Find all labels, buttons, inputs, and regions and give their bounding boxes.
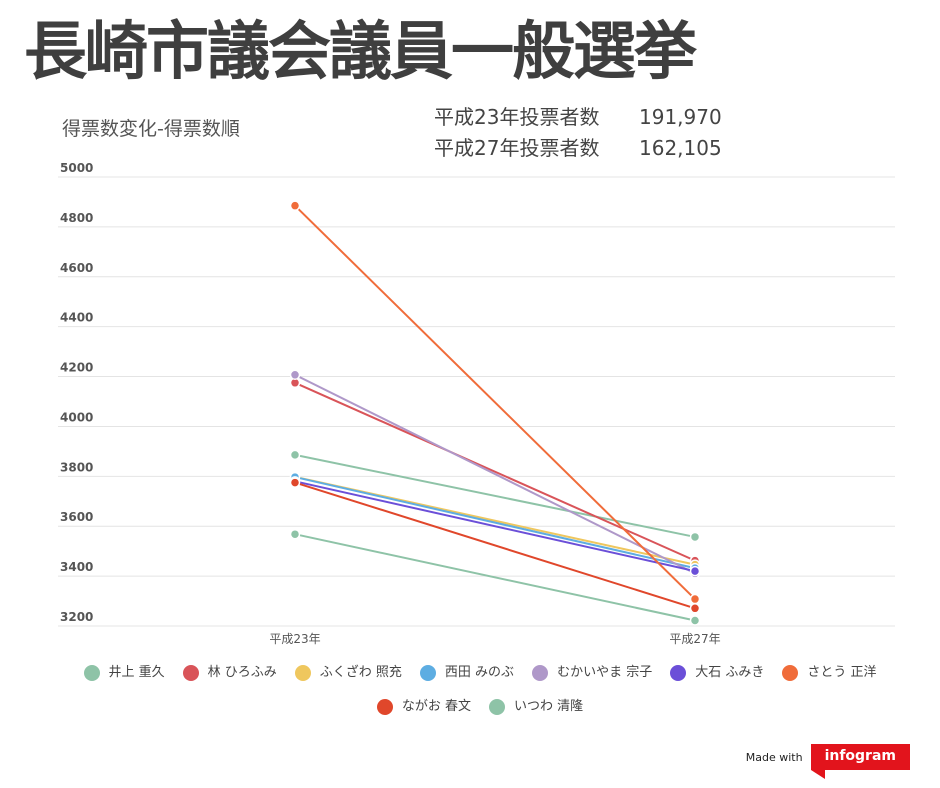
legend-item[interactable]: むかいやま 宗子 xyxy=(532,664,652,682)
legend-label: むかいやま 宗子 xyxy=(557,665,653,680)
legend-swatch xyxy=(294,665,311,681)
legend-label: ながお 春文 xyxy=(401,699,471,714)
y-tick-label: 4800 xyxy=(60,211,93,225)
series-line xyxy=(294,381,696,562)
stat-row-2011: 平成23年投票者数 191,970 xyxy=(434,101,722,130)
series-line xyxy=(294,373,696,575)
x-tick-label: 平成23年 xyxy=(269,632,320,646)
legend-item[interactable]: 西田 みのぶ xyxy=(419,664,515,682)
stat-value-2011: 191,970 xyxy=(639,105,722,129)
stat-row-2015: 平成27年投票者数 162,105 xyxy=(434,132,722,161)
legend-item[interactable]: 林 ひろふみ xyxy=(182,664,277,682)
data-point xyxy=(289,369,301,381)
legend-label: 大石 ふみき xyxy=(695,665,765,680)
stat-label-2015: 平成27年投票者数 xyxy=(434,136,600,160)
data-point xyxy=(289,477,301,488)
y-tick-label: 4400 xyxy=(60,311,93,325)
legend-swatch xyxy=(83,665,100,681)
legend-swatch xyxy=(670,665,687,681)
legend-swatch xyxy=(376,699,393,715)
data-point xyxy=(689,565,701,577)
page-title: 長崎市議会議員一般選挙 xyxy=(24,15,697,88)
legend-item[interactable]: いつわ 清隆 xyxy=(489,698,583,716)
legend-swatch xyxy=(782,665,799,681)
legend-item[interactable]: ながお 春文 xyxy=(376,698,471,716)
y-tick-label: 4200 xyxy=(60,361,93,375)
legend-label: いつわ 清隆 xyxy=(514,699,584,714)
chart-legend: 井上 重久 林 ひろふみ ふくざわ 照充 西田 みのぶ むかいやま 宗子 大石 ふみき さと… xyxy=(60,664,900,716)
legend-swatch xyxy=(489,699,505,715)
stat-value-2015: 162,105 xyxy=(639,136,722,160)
legend-item[interactable]: 大石 ふみき xyxy=(670,664,764,682)
legend-item[interactable]: 井上 重久 xyxy=(83,664,165,682)
stat-label-2011: 平成23年投票者数 xyxy=(434,105,600,129)
series-line xyxy=(294,481,696,610)
data-point xyxy=(689,615,701,626)
data-point xyxy=(689,531,701,543)
data-point xyxy=(289,449,301,461)
made-with-text: Made with xyxy=(745,750,803,764)
y-tick-label: 3600 xyxy=(60,510,93,524)
data-point xyxy=(289,528,301,540)
line-chart: 3200 3400 3600 3800 4000 4200 4400 4600 4800 5000… xyxy=(58,161,895,646)
x-tick-label: 平成27年 xyxy=(669,632,720,646)
legend-swatch xyxy=(532,665,549,681)
legend-label: 井上 重久 xyxy=(108,665,165,680)
legend-item[interactable]: さとう 正洋 xyxy=(782,664,876,682)
data-point xyxy=(689,593,701,605)
legend-label: 林 ひろふみ xyxy=(207,665,277,680)
y-tick-label: 4000 xyxy=(60,410,93,424)
legend-swatch xyxy=(419,665,436,681)
legend-swatch xyxy=(182,665,199,681)
series-line xyxy=(294,476,696,570)
series-line xyxy=(294,204,696,600)
y-tick-label: 4600 xyxy=(60,261,93,275)
y-tick-label: 3800 xyxy=(60,460,93,474)
y-tick-label: 3200 xyxy=(60,610,93,624)
y-tick-label: 3400 xyxy=(60,560,93,574)
series-line xyxy=(294,533,696,622)
legend-label: さとう 正洋 xyxy=(807,665,877,680)
y-tick-label: 5000 xyxy=(60,161,93,175)
series-line xyxy=(294,480,696,573)
legend-label: 西田 みのぶ xyxy=(444,665,515,680)
chart-subtitle: 得票数変化-得票数順 xyxy=(62,118,240,140)
series-line xyxy=(294,453,696,538)
infogram-logo: infogram xyxy=(810,744,910,779)
legend-item[interactable]: ふくざわ 照充 xyxy=(294,664,402,682)
made-with-credit[interactable]: Made with infogram xyxy=(745,744,910,779)
legend-label: ふくざわ 照充 xyxy=(319,665,402,680)
data-point xyxy=(689,603,701,614)
data-point xyxy=(289,200,301,211)
